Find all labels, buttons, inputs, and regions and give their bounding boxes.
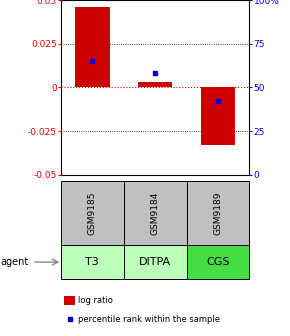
Bar xyxy=(75,7,110,87)
Text: CGS: CGS xyxy=(206,257,230,267)
Bar xyxy=(186,181,249,245)
Bar xyxy=(61,181,124,245)
Bar xyxy=(64,296,75,305)
Bar xyxy=(124,245,186,279)
Text: GSM9184: GSM9184 xyxy=(151,192,160,235)
Text: GSM9185: GSM9185 xyxy=(88,192,97,235)
Text: T3: T3 xyxy=(86,257,99,267)
Bar xyxy=(61,245,124,279)
Text: GSM9189: GSM9189 xyxy=(213,192,222,235)
Text: percentile rank within the sample: percentile rank within the sample xyxy=(78,315,220,324)
Bar xyxy=(138,82,173,87)
Text: agent: agent xyxy=(1,257,29,267)
Text: DITPA: DITPA xyxy=(139,257,171,267)
Text: log ratio: log ratio xyxy=(78,296,113,305)
Bar xyxy=(186,245,249,279)
Bar xyxy=(124,181,186,245)
Bar xyxy=(201,87,235,145)
